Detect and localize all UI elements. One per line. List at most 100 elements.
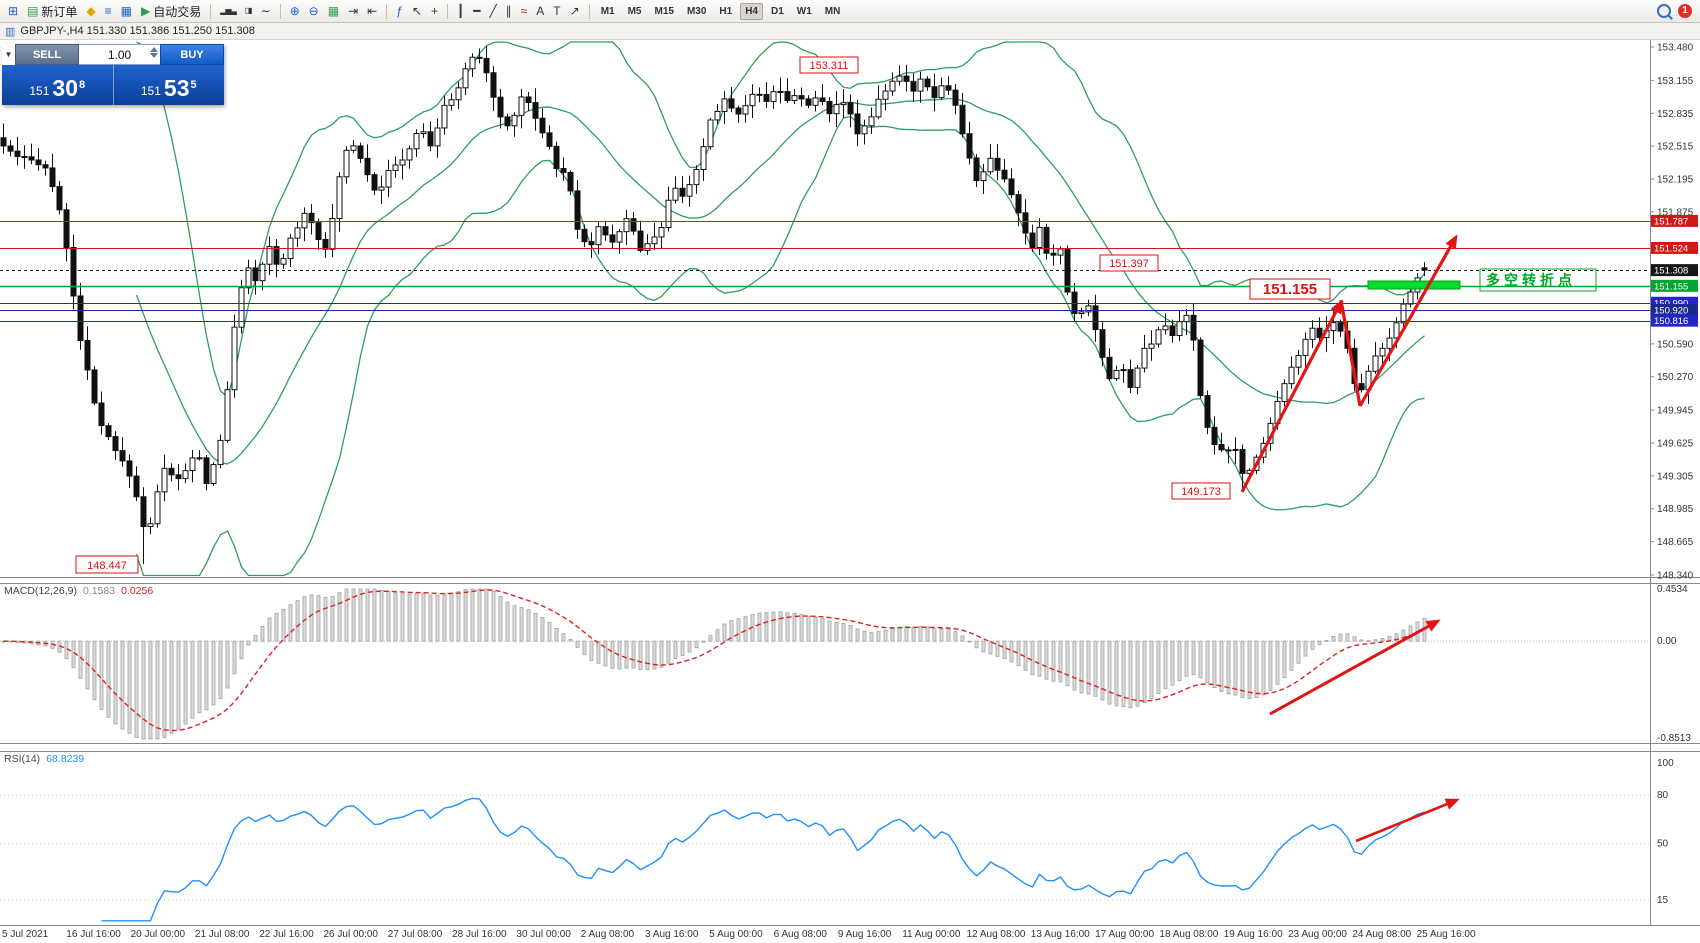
indicators-button[interactable]: ƒ xyxy=(392,2,407,21)
one-click-collapse-button[interactable]: ▼ xyxy=(2,44,15,65)
timeframe-d1-button[interactable]: D1 xyxy=(766,3,789,20)
annotation-box xyxy=(799,56,859,74)
notification-badge[interactable]: 1 xyxy=(1678,4,1692,18)
timeframe-m30-button[interactable]: M30 xyxy=(682,3,711,20)
toolbar-separator xyxy=(446,3,448,19)
main-toolbar: ⊞ ▤ 新订单 ◆ ≡ ▦ ▶ 自动交易 ▂▅▃ ▯▮ ∼ ⊕ ⊖ ▦ ⇥ ⇤ ƒ ↖ + ┃ ━ ╱ ∥ ≈ A T ↗ M1 M5 M… xyxy=(0,0,1700,23)
chart-shift-button[interactable]: ⇤ xyxy=(363,2,381,21)
indicators-icon: ƒ xyxy=(396,4,403,18)
rsi-pane-label: RSI(14) 68.8239 xyxy=(4,753,84,765)
chart-bars-button[interactable]: ▂▅▃ xyxy=(216,2,239,21)
chart-background[interactable] xyxy=(0,40,1700,943)
annotation-box xyxy=(75,555,139,574)
equidistant-channel-icon: ∥ xyxy=(505,4,512,18)
rsi-scale-label: 100 xyxy=(1657,758,1674,769)
data-window-button[interactable]: ▦ xyxy=(117,2,136,21)
sell-button[interactable]: SELL xyxy=(15,44,79,65)
cursor-icon: ↖ xyxy=(411,4,422,18)
trend-arrow xyxy=(1358,234,1458,407)
profiles-button[interactable]: ≡ xyxy=(101,2,116,21)
chart-line-button[interactable]: ∼ xyxy=(257,2,275,21)
annotation-text: 153.311 xyxy=(810,60,849,72)
time-axis-label: 18 Aug 08:00 xyxy=(1159,929,1218,940)
timeframe-m15-button[interactable]: M15 xyxy=(650,3,679,20)
sell-price[interactable]: 151 30 8 xyxy=(2,65,114,105)
new-chart-icon: ⊞ xyxy=(8,4,19,18)
macd-scale-label: -0.8513 xyxy=(1657,733,1691,744)
rsi-pane: 100 80 50 15 xyxy=(0,758,1674,922)
timeframe-m1-button[interactable]: M1 xyxy=(596,3,620,20)
new-order-button[interactable]: ▤ 新订单 xyxy=(23,2,81,21)
time-axis-label: 27 Jul 08:00 xyxy=(388,929,443,940)
auto-scroll-icon: ⇥ xyxy=(348,4,359,18)
svg-text:150.816: 150.816 xyxy=(1654,316,1688,327)
time-axis-label: 5 Aug 00:00 xyxy=(709,929,763,940)
auto-scroll-button[interactable]: ⇥ xyxy=(344,2,362,21)
arrows-button[interactable]: ↗ xyxy=(566,2,584,21)
text-label-button[interactable]: T xyxy=(549,2,564,21)
toolbar-buttons: ⊞ ▤ 新订单 ◆ ≡ ▦ ▶ 自动交易 ▂▅▃ ▯▮ ∼ ⊕ ⊖ ▦ ⇥ ⇤ ƒ ↖ + ┃ ━ ╱ ∥ ≈ A T ↗ M1 M5 M… xyxy=(4,2,846,21)
price-tick-label: 152.195 xyxy=(1657,175,1694,186)
time-axis-label: 17 Aug 00:00 xyxy=(1095,929,1154,940)
buy-price-big: 53 xyxy=(163,75,190,101)
timeframe-m5-button[interactable]: M5 xyxy=(623,3,647,20)
chart-title: GBPJPY-,H4 151.330 151.386 151.250 151.3… xyxy=(20,25,255,37)
text-button[interactable]: A xyxy=(532,2,548,21)
cursor-button[interactable]: ↖ xyxy=(408,2,426,21)
level-box-150.816 xyxy=(1651,314,1698,327)
pivot-zone-highlight[interactable] xyxy=(1367,280,1461,290)
price-axis[interactable]: 153.480 153.155 152.835 152.515 152.195 151.8… xyxy=(0,40,1700,926)
timeframe-mn-button[interactable]: MN xyxy=(820,3,846,20)
annotation-text: 151.155 xyxy=(1263,281,1317,298)
market-watch-button[interactable]: ◆ xyxy=(82,2,99,21)
chart-candles-button[interactable]: ▯▮ xyxy=(241,2,256,21)
price-annotations[interactable]: 153.311 151.397 151.155 149.173 148.447 xyxy=(75,56,1331,574)
timeframe-h1-button[interactable]: H1 xyxy=(714,3,737,20)
time-axis-label: 25 Aug 16:00 xyxy=(1417,929,1476,940)
time-axis[interactable]: 5 Jul 2021 16 Jul 16:00 20 Jul 00:00 21 Jul… xyxy=(2,929,1476,940)
price-tick-label: 152.835 xyxy=(1657,109,1694,120)
sell-price-big: 30 xyxy=(52,75,78,101)
volume-spinner xyxy=(150,47,158,58)
volume-up-button[interactable] xyxy=(150,47,158,52)
rsi-value: 68.8239 xyxy=(46,753,85,765)
horizontal-line-button[interactable]: ━ xyxy=(469,2,484,21)
price-level-lines[interactable] xyxy=(0,221,1650,322)
market-watch-icon: ◆ xyxy=(86,4,96,18)
timeframe-h4-button[interactable]: H4 xyxy=(740,2,763,20)
macd-signal-value: 0.0256 xyxy=(121,585,154,597)
trendline-button[interactable]: ╱ xyxy=(485,2,500,21)
tile-windows-button[interactable]: ▦ xyxy=(324,2,343,21)
price-tick-label: 148.340 xyxy=(1657,571,1694,582)
time-axis-label: 6 Aug 08:00 xyxy=(774,929,828,940)
buy-button[interactable]: BUY xyxy=(160,44,224,65)
crosshair-button[interactable]: + xyxy=(427,2,442,21)
time-axis-label: 22 Jul 16:00 xyxy=(259,929,314,940)
sell-price-prefix: 151 xyxy=(29,84,50,98)
trend-arrows[interactable] xyxy=(1240,234,1460,843)
auto-trading-button[interactable]: ▶ 自动交易 xyxy=(137,2,205,21)
rsi-scale-label: 80 xyxy=(1657,790,1669,801)
buy-price[interactable]: 151 53 5 xyxy=(114,65,225,105)
search-icon[interactable] xyxy=(1657,4,1671,18)
sell-price-sup: 8 xyxy=(79,79,86,91)
price-tick-label: 148.985 xyxy=(1657,504,1694,515)
volume-field[interactable]: 1.00 xyxy=(79,44,160,65)
timeframe-w1-button[interactable]: W1 xyxy=(792,3,817,20)
vertical-line-button[interactable]: ┃ xyxy=(453,2,468,21)
toolbar-right: 1 xyxy=(1657,4,1696,18)
horizontal-line-icon: ━ xyxy=(473,4,481,18)
profiles-icon: ≡ xyxy=(104,4,112,18)
zoom-out-button[interactable]: ⊖ xyxy=(305,2,323,21)
equidistant-channel-button[interactable]: ∥ xyxy=(502,2,516,21)
chart-icon: ▥ xyxy=(5,25,16,38)
zoom-in-button[interactable]: ⊕ xyxy=(286,2,304,21)
volume-down-button[interactable] xyxy=(150,53,158,58)
macd-scale-label: 0.00 xyxy=(1657,636,1677,647)
arrows-icon: ↗ xyxy=(569,4,580,18)
fibonacci-button[interactable]: ≈ xyxy=(517,2,532,21)
pivot-label[interactable]: 多空转折点 xyxy=(1479,268,1597,292)
new-chart-button[interactable]: ⊞ xyxy=(4,2,22,21)
rsi-scale-label: 50 xyxy=(1657,839,1669,850)
